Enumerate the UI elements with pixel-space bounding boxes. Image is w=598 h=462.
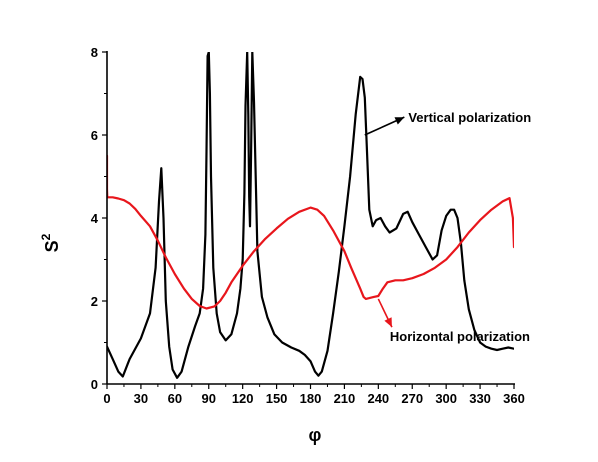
annotation-label-horizontal: Horizontal polarization	[390, 329, 530, 344]
x-tick-label: 150	[266, 391, 288, 406]
x-tick-label: 180	[300, 391, 322, 406]
series-line-horizontal	[107, 154, 514, 310]
x-tick-label: 60	[168, 391, 182, 406]
y-tick-label: 4	[91, 211, 99, 226]
x-tick-label: 360	[503, 391, 525, 406]
annotation-arrowhead-vertical	[394, 117, 405, 125]
x-tick-label: 300	[435, 391, 457, 406]
annotation-arrowhead-horizontal	[384, 317, 392, 328]
y-axis-title-base: S	[42, 240, 62, 252]
annotations: Vertical polarization Horizontal polariza…	[364, 110, 531, 344]
x-axis-title: φ	[309, 425, 322, 445]
axes: 0 30 60 90 120 150 180 210 240 270 300 330 360 0 2 4 6 8	[91, 45, 525, 406]
series-line-vertical	[107, 52, 514, 379]
x-tick-label: 330	[469, 391, 491, 406]
x-tick-label: 270	[401, 391, 423, 406]
y-tick-label: 0	[91, 377, 98, 392]
x-tick-label: 0	[103, 391, 110, 406]
annotation-label-vertical: Vertical polarization	[408, 110, 531, 125]
y-axis-title: S2	[39, 233, 62, 252]
x-tick-label: 90	[202, 391, 216, 406]
x-tick-label: 120	[232, 391, 254, 406]
y-tick-label: 8	[91, 45, 98, 60]
x-tick-label: 30	[134, 391, 148, 406]
y-axis-title-superscript: 2	[39, 233, 53, 240]
plot-lines	[107, 52, 514, 379]
x-tick-label: 240	[367, 391, 389, 406]
y-tick-label: 2	[91, 294, 98, 309]
x-tick-label: 210	[334, 391, 356, 406]
y-tick-label: 6	[91, 128, 98, 143]
